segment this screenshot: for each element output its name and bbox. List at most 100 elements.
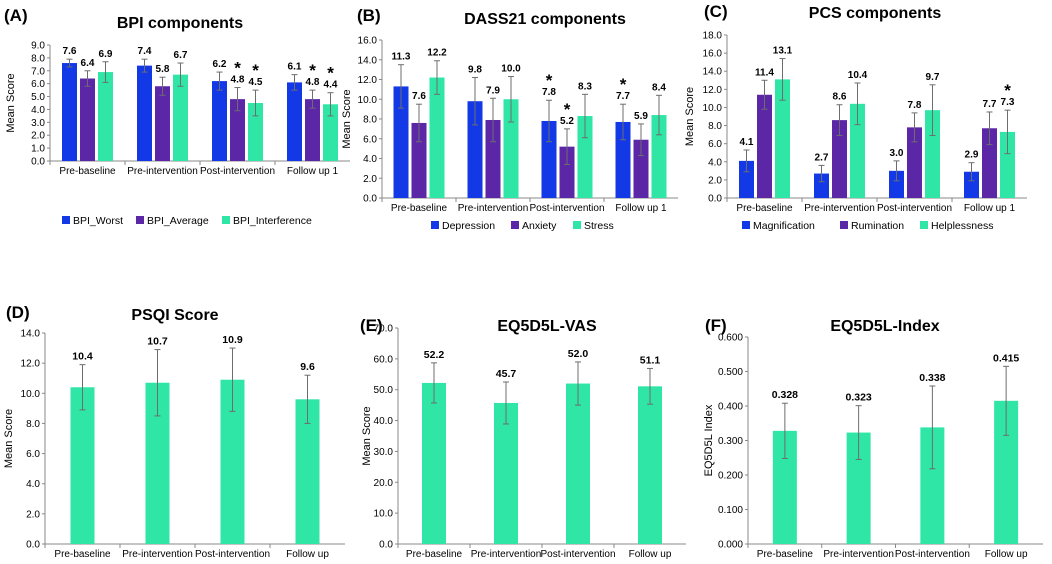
- bar: [305, 99, 320, 161]
- y-tick-label: 16.0: [703, 49, 723, 60]
- bar: [638, 386, 662, 544]
- y-axis-label: Mean Score: [684, 87, 696, 146]
- bar: [137, 65, 152, 161]
- y-axis-label: Mean Score: [361, 406, 373, 465]
- y-tick-label: 0.200: [718, 471, 743, 482]
- bar: [541, 120, 557, 198]
- bar: [155, 86, 170, 161]
- y-tick-label: 4.0: [708, 157, 722, 168]
- legend-label: BPI_Average: [147, 215, 209, 227]
- bar: [739, 160, 754, 198]
- y-tick-label: 8.0: [363, 115, 377, 126]
- y-tick-label: 2.0: [26, 509, 40, 520]
- legend-item: Rumination: [840, 220, 904, 232]
- data-label: 52.2: [424, 349, 445, 361]
- panel-label: (E): [360, 316, 383, 335]
- x-tick-label: Pre-baseline: [736, 203, 793, 214]
- y-tick-label: 0.0: [379, 540, 393, 551]
- data-label: 0.338: [919, 372, 945, 384]
- x-tick-label: Post-intervention: [540, 549, 615, 560]
- data-label: 0.415: [993, 352, 1019, 364]
- bar: [964, 171, 979, 198]
- bar: [503, 99, 519, 198]
- data-label: 7.6: [63, 46, 77, 57]
- bar: [173, 74, 188, 161]
- y-tick-label: 1.0: [31, 144, 45, 155]
- data-label: 45.7: [496, 368, 517, 380]
- significance-star: *: [327, 64, 334, 83]
- panel-label: (B): [357, 6, 381, 25]
- y-tick-label: 4.0: [363, 154, 377, 165]
- bar: [889, 170, 904, 198]
- x-tick-label: Follow up 1: [615, 203, 667, 214]
- bar: [467, 101, 483, 198]
- y-tick-label: 4.0: [26, 479, 40, 490]
- y-tick-label: 0.300: [718, 436, 743, 447]
- y-tick-label: 8.0: [708, 121, 722, 132]
- bar: [62, 63, 77, 161]
- legend-label: Helplessness: [931, 220, 993, 232]
- y-tick-label: 0.600: [718, 333, 743, 344]
- y-tick-label: 0.500: [718, 367, 743, 378]
- legend-item: BPI_Interference: [222, 215, 312, 227]
- data-label: 10.7: [147, 336, 168, 348]
- bar: [925, 110, 940, 198]
- data-label: 5.2: [560, 116, 574, 127]
- bar: [494, 402, 518, 544]
- legend-swatch: [62, 216, 70, 224]
- chart-panel-2: (C) PCS components 0.0 2.0 4.0 6.0 8.0 10.0 12.0…: [684, 2, 1027, 232]
- data-label: 8.3: [578, 81, 592, 92]
- x-tick-label: Follow up 1: [287, 166, 339, 177]
- y-tick-label: 0.0: [26, 540, 40, 551]
- legend-label: Depression: [442, 220, 495, 232]
- data-label: 9.6: [300, 361, 315, 373]
- bar: [1000, 131, 1015, 198]
- x-tick-label: Pre-baseline: [757, 549, 814, 560]
- data-label: 52.0: [568, 348, 589, 360]
- data-label: 0.323: [845, 392, 871, 404]
- bar: [248, 103, 263, 161]
- y-tick-label: 3.0: [31, 118, 45, 129]
- bar: [485, 119, 501, 198]
- data-label: 5.8: [156, 64, 170, 75]
- bar: [80, 78, 95, 161]
- bar: [393, 86, 409, 198]
- bar: [615, 121, 631, 198]
- bar: [577, 116, 593, 198]
- legend-swatch: [920, 221, 928, 229]
- chart-panel-1: (B) DASS21 components 0.0 2.0 4.0 6.0 8.0 10.0 1…: [341, 6, 678, 232]
- legend-label: BPI_Worst: [73, 215, 123, 227]
- bar: [814, 173, 829, 198]
- data-label: 7.8: [908, 100, 922, 111]
- data-label: 13.1: [773, 46, 793, 57]
- y-tick-label: 2.0: [363, 174, 377, 185]
- x-tick-label: Pre-intervention: [804, 203, 875, 214]
- x-tick-label: Pre-intervention: [122, 549, 193, 560]
- significance-star: *: [234, 59, 241, 78]
- data-label: 4.1: [740, 137, 754, 148]
- y-tick-label: 0.000: [718, 540, 743, 551]
- y-tick-label: 0.400: [718, 402, 743, 413]
- y-tick-label: 10.0: [374, 509, 394, 520]
- y-tick-label: 5.0: [31, 92, 45, 103]
- x-tick-label: Post-intervention: [895, 549, 970, 560]
- panel-label: (A): [4, 6, 28, 25]
- data-label: 7.3: [1001, 97, 1015, 108]
- data-label: 5.9: [634, 111, 648, 122]
- y-tick-label: 14.0: [21, 329, 41, 340]
- x-tick-label: Pre-intervention: [471, 549, 542, 560]
- data-label: 9.7: [926, 72, 940, 83]
- significance-star: *: [1004, 81, 1011, 100]
- data-label: 11.4: [755, 67, 774, 78]
- legend-swatch: [511, 221, 519, 229]
- bar: [633, 139, 649, 198]
- chart-title: EQ5D5L-VAS: [497, 318, 597, 335]
- y-tick-label: 14.0: [358, 55, 378, 66]
- y-tick-label: 12.0: [21, 359, 41, 370]
- y-tick-label: 8.0: [26, 419, 40, 430]
- chart-title: PCS components: [809, 5, 942, 22]
- bar: [982, 128, 997, 198]
- significance-star: *: [546, 71, 553, 90]
- data-label: 2.9: [965, 150, 979, 161]
- significance-star: *: [564, 100, 571, 119]
